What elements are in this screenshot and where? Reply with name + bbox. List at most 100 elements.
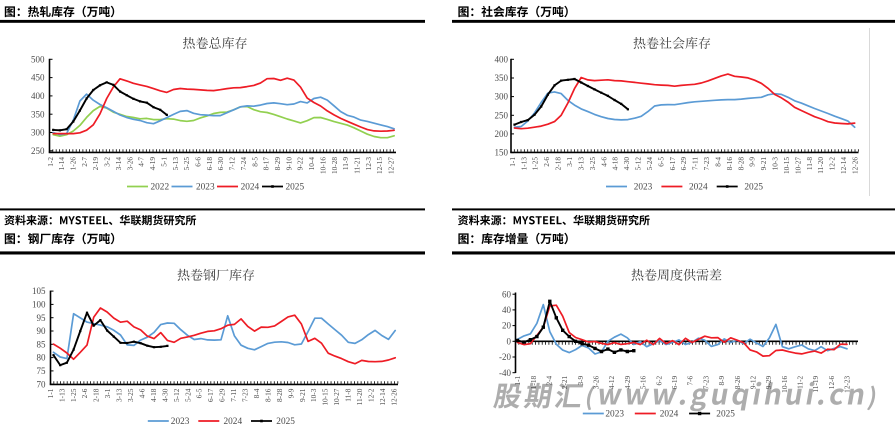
svg-text:1-2: 1-2 <box>46 157 55 167</box>
svg-text:250: 250 <box>31 146 45 156</box>
svg-text:4-30: 4-30 <box>622 157 631 171</box>
svg-text:3-1: 3-1 <box>103 388 112 398</box>
svg-text:8-5: 8-5 <box>250 157 259 167</box>
svg-text:6-29: 6-29 <box>218 388 227 402</box>
svg-text:2024: 2024 <box>224 417 243 427</box>
svg-text:7-24: 7-24 <box>239 157 248 171</box>
svg-text:90: 90 <box>37 326 47 336</box>
svg-text:4-18: 4-18 <box>149 388 158 402</box>
svg-text:1-25: 1-25 <box>69 388 78 402</box>
svg-text:200: 200 <box>495 129 509 139</box>
svg-text:20: 20 <box>502 321 512 331</box>
svg-text:7-23: 7-23 <box>701 375 710 389</box>
svg-text:350: 350 <box>31 109 45 119</box>
svg-text:8-28: 8-28 <box>275 388 284 402</box>
svg-text:6-18: 6-18 <box>205 157 214 171</box>
svg-text:11-9: 11-9 <box>341 157 350 170</box>
svg-text:10-4: 10-4 <box>307 157 316 171</box>
svg-text:8-4: 8-4 <box>714 157 723 167</box>
svg-text:6-19: 6-19 <box>670 375 679 389</box>
svg-text:4-12: 4-12 <box>607 375 616 389</box>
svg-text:12-27: 12-27 <box>387 157 396 174</box>
svg-text:6-29: 6-29 <box>679 157 688 171</box>
svg-text:7-11: 7-11 <box>229 388 238 401</box>
svg-text:1-13: 1-13 <box>57 388 66 402</box>
svg-text:9-12: 9-12 <box>749 375 758 389</box>
svg-text:8-9: 8-9 <box>717 375 726 385</box>
svg-text:6-30: 6-30 <box>216 157 225 171</box>
svg-text:1-1: 1-1 <box>46 388 55 398</box>
svg-text:8-28: 8-28 <box>736 157 745 171</box>
svg-text:500: 500 <box>31 54 45 64</box>
svg-text:2-6: 2-6 <box>542 157 551 167</box>
svg-text:6-5: 6-5 <box>656 157 665 167</box>
svg-text:3-13: 3-13 <box>576 157 585 171</box>
svg-text:3-9: 3-9 <box>576 375 585 385</box>
svg-text:4-6: 4-6 <box>599 157 608 167</box>
svg-text:7-23: 7-23 <box>241 388 250 402</box>
svg-text:11-20: 11-20 <box>816 157 825 174</box>
svg-text:6-5: 6-5 <box>195 388 204 398</box>
svg-text:6-2: 6-2 <box>654 375 663 385</box>
svg-text:9-9: 9-9 <box>286 388 295 398</box>
svg-text:3-25: 3-25 <box>588 157 597 171</box>
svg-text:300: 300 <box>495 92 509 102</box>
svg-text:10-28: 10-28 <box>330 157 339 174</box>
svg-text:9-21: 9-21 <box>298 388 307 402</box>
svg-text:1-13: 1-13 <box>519 157 528 171</box>
svg-text:4-30: 4-30 <box>160 388 169 402</box>
svg-text:300: 300 <box>31 128 45 138</box>
svg-text:400: 400 <box>495 54 509 64</box>
svg-text:5-13: 5-13 <box>171 157 180 171</box>
svg-text:11-2: 11-2 <box>796 375 805 388</box>
svg-text:2-7: 2-7 <box>80 157 89 167</box>
svg-text:6-6: 6-6 <box>194 157 203 167</box>
svg-text:70: 70 <box>37 379 47 389</box>
svg-text:400: 400 <box>31 91 45 101</box>
svg-text:9-22: 9-22 <box>296 157 305 171</box>
svg-text:4-18: 4-18 <box>611 157 620 171</box>
svg-text:3-2: 3-2 <box>103 157 112 167</box>
svg-text:4-7: 4-7 <box>137 157 146 167</box>
svg-text:10-15: 10-15 <box>782 157 791 174</box>
svg-text:4-29: 4-29 <box>623 375 632 389</box>
svg-text:7-6: 7-6 <box>686 375 695 385</box>
svg-text:350: 350 <box>495 73 509 83</box>
svg-text:12-23: 12-23 <box>843 375 852 392</box>
svg-text:7-12: 7-12 <box>228 157 237 171</box>
svg-text:8-29: 8-29 <box>273 157 282 171</box>
svg-text:12-26: 12-26 <box>389 388 398 405</box>
svg-text:11-21: 11-21 <box>353 157 362 174</box>
svg-text:12-26: 12-26 <box>851 157 860 174</box>
svg-text:3-26: 3-26 <box>125 157 134 171</box>
svg-text:5-12: 5-12 <box>172 388 181 402</box>
svg-text:9-29: 9-29 <box>764 375 773 389</box>
svg-text:5-25: 5-25 <box>182 157 191 171</box>
svg-text:105: 105 <box>32 286 46 296</box>
svg-text:5-12: 5-12 <box>634 157 643 171</box>
svg-text:250: 250 <box>495 110 509 120</box>
svg-text:150: 150 <box>495 148 509 158</box>
svg-text:10-27: 10-27 <box>793 157 802 174</box>
svg-text:1-1: 1-1 <box>513 375 522 385</box>
svg-text:100: 100 <box>32 300 46 310</box>
svg-text:12-2: 12-2 <box>367 388 376 402</box>
svg-text:5-1: 5-1 <box>159 157 168 167</box>
svg-text:4-19: 4-19 <box>148 157 157 171</box>
svg-text:3-25: 3-25 <box>126 388 135 402</box>
svg-text:2023: 2023 <box>171 417 190 427</box>
svg-text:10-15: 10-15 <box>321 388 330 405</box>
svg-text:2025: 2025 <box>744 183 763 193</box>
svg-text:2023: 2023 <box>196 183 215 193</box>
svg-text:12-3: 12-3 <box>364 157 373 171</box>
svg-text:1-14: 1-14 <box>57 157 66 171</box>
svg-text:3-13: 3-13 <box>115 388 124 402</box>
svg-text:12-14: 12-14 <box>378 388 387 405</box>
svg-text:8-17: 8-17 <box>262 157 271 171</box>
svg-text:4-6: 4-6 <box>138 388 147 398</box>
svg-text:1-18: 1-18 <box>529 375 538 389</box>
svg-text:2024: 2024 <box>689 183 708 193</box>
svg-text:95: 95 <box>37 313 47 323</box>
svg-text:1-26: 1-26 <box>69 157 78 171</box>
svg-text:450: 450 <box>31 73 45 83</box>
